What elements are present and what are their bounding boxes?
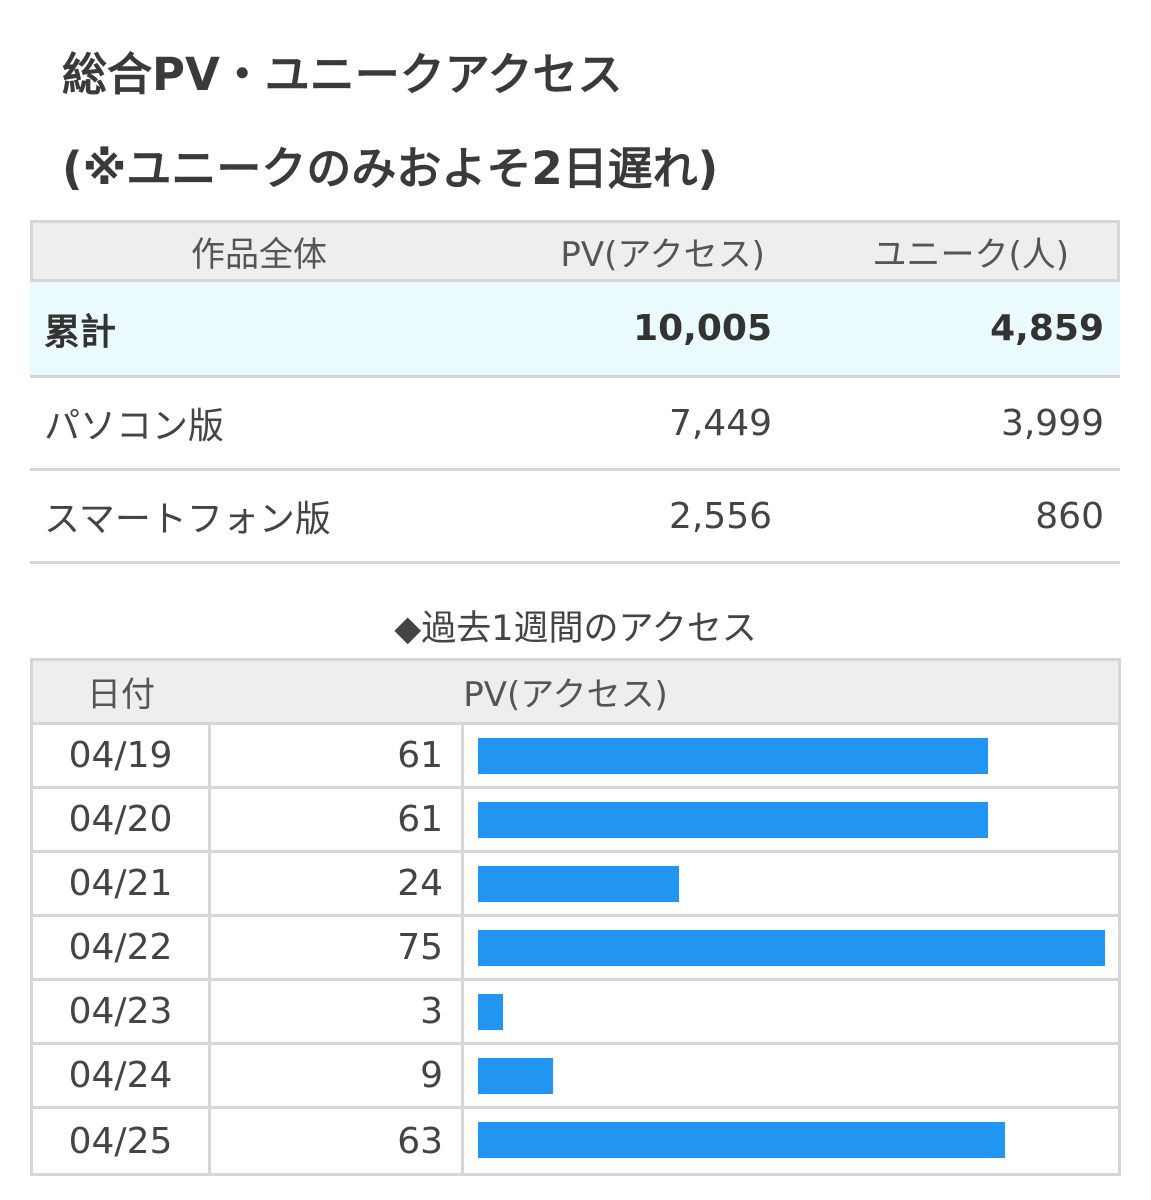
summary-row-label: パソコン版 [44,406,225,447]
weekly-rows: 04/19 61 04/20 61 04/21 24 04/22 75 04/23 3 04/24 9… [33,725,1118,1173]
title-line-2: (※ユニークのみおよそ2日遅れ) [62,142,719,195]
weekly-pv-bar [478,1122,1005,1158]
summary-row-unique: 4,859 [990,308,1104,349]
summary-header-row: 作品全体 PV(アクセス) ユニーク(人) [30,220,1120,282]
weekly-pv-bar [478,930,1105,966]
weekly-pv-value: 61 [211,789,464,850]
weekly-pv-value: 63 [211,1109,464,1173]
summary-header-unique: ユニーク(人) [872,234,1069,275]
weekly-pv-bar [478,802,988,838]
weekly-chart-table: 日付 PV(アクセス) 04/19 61 04/20 61 04/21 24 04/22 75… [30,658,1121,1176]
summary-row-smartphone: スマートフォン版 2,556 860 [30,471,1120,564]
weekly-bar-cell [464,789,1118,850]
weekly-bar-cell [464,853,1118,914]
weekly-date-label: 04/21 [33,853,211,914]
weekly-pv-bar [478,994,503,1030]
summary-row-pv: 7,449 [668,402,772,444]
summary-header-work: 作品全体 [191,234,327,275]
weekly-date-label: 04/23 [33,981,211,1042]
weekly-date-label: 04/19 [33,725,211,786]
weekly-bar-cell [464,725,1118,786]
weekly-header-date: 日付 [87,675,155,715]
weekly-row-04-23: 04/23 3 [33,981,1118,1045]
weekly-bar-cell [464,981,1118,1042]
weekly-date-label: 04/20 [33,789,211,850]
summary-row-unique: 3,999 [1000,402,1104,444]
page-title: 総合PV・ユニークアクセス (※ユニークのみおよそ2日遅れ) [62,28,718,216]
weekly-row-04-19: 04/19 61 [33,725,1118,789]
weekly-pv-value: 3 [211,981,464,1042]
summary-table: 作品全体 PV(アクセス) ユニーク(人) 累計 10,005 4,859 パソ… [30,220,1120,564]
weekly-bar-cell [464,1109,1118,1173]
weekly-row-04-22: 04/22 75 [33,917,1118,981]
weekly-row-04-24: 04/24 9 [33,1045,1118,1109]
summary-row-pv: 2,556 [668,495,772,537]
weekly-date-label: 04/22 [33,917,211,978]
weekly-title: ◆過去1週間のアクセス [394,609,757,649]
title-line-1: 総合PV・ユニークアクセス [62,48,623,101]
weekly-pv-bar [478,1058,553,1094]
summary-row-label: スマートフォン版 [44,499,331,540]
summary-row-unique: 860 [1035,495,1104,537]
summary-header-pv: PV(アクセス) [560,234,765,275]
weekly-pv-value: 9 [211,1045,464,1106]
summary-row-pc: パソコン版 7,449 3,999 [30,378,1120,471]
summary-row-total: 累計 10,005 4,859 [30,282,1120,378]
weekly-pv-value: 75 [211,917,464,978]
weekly-date-label: 04/24 [33,1045,211,1106]
weekly-pv-value: 61 [211,725,464,786]
weekly-row-04-21: 04/21 24 [33,853,1118,917]
weekly-row-04-25: 04/25 63 [33,1109,1118,1173]
weekly-header-row: 日付 PV(アクセス) [33,661,1118,725]
weekly-date-label: 04/25 [33,1109,211,1173]
weekly-bar-cell [464,1045,1118,1106]
weekly-pv-value: 24 [211,853,464,914]
weekly-pv-bar [478,866,679,902]
summary-row-pv: 10,005 [633,308,772,349]
summary-row-label: 累計 [44,311,117,353]
weekly-bar-cell [464,917,1118,978]
weekly-header-pv: PV(アクセス) [463,675,668,715]
weekly-pv-bar [478,738,988,774]
weekly-row-04-20: 04/20 61 [33,789,1118,853]
